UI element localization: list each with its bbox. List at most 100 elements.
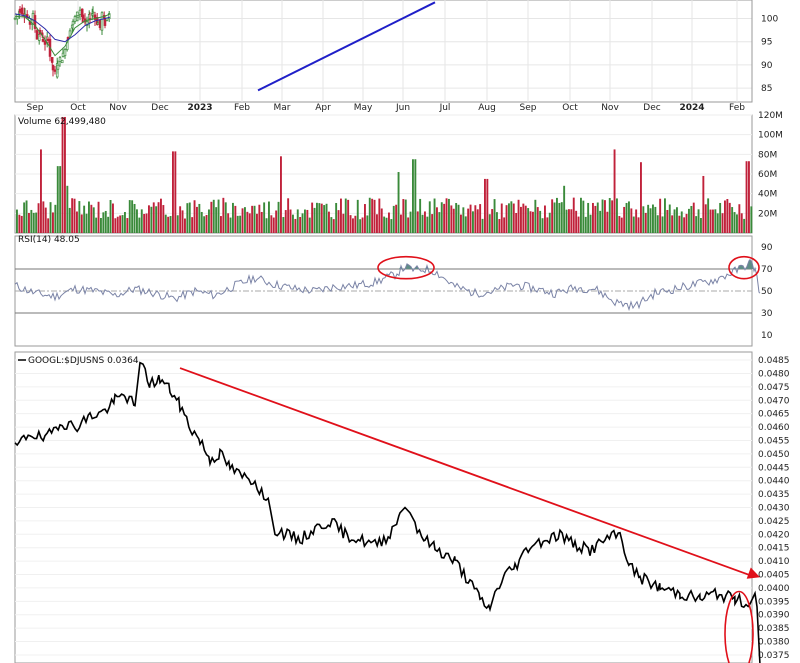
volume-bar (606, 211, 609, 233)
ma50-line (14, 13, 111, 43)
volume-bar (268, 201, 270, 233)
volume-bar (215, 207, 218, 233)
volume-bar (678, 215, 681, 233)
candle-body (13, 17, 17, 20)
y-tick-label: 0.0435 (758, 490, 790, 500)
volume-bar (472, 211, 474, 233)
candle-body (107, 13, 111, 20)
y-tick-label: 120M (758, 111, 783, 121)
candle-body (81, 14, 85, 19)
y-tick-label: 20M (758, 209, 777, 219)
volume-bar (191, 217, 194, 233)
volume-bar (692, 202, 695, 233)
volume-bar (287, 198, 290, 233)
volume-bar (193, 200, 196, 233)
candle-body (63, 49, 67, 57)
volume-bar (337, 210, 340, 233)
volume-bar (332, 219, 335, 233)
volume-bar (392, 205, 395, 233)
volume-bar (611, 200, 614, 233)
volume-bar (301, 213, 304, 233)
volume-bar (217, 199, 220, 233)
volume-bar (702, 175, 705, 233)
volume-bar (256, 213, 258, 233)
volume-bar (428, 201, 431, 233)
volume-bar (383, 216, 386, 233)
volume-bar (426, 216, 429, 233)
volume-bar (452, 208, 455, 233)
y-tick-label: 0.0425 (758, 517, 790, 527)
trendline (257, 1, 436, 92)
overbought-fill (739, 265, 741, 269)
volume-bar (160, 198, 162, 233)
volume-bar (438, 212, 441, 233)
volume-bar (608, 198, 611, 233)
volume-bar (260, 211, 263, 233)
volume-bar (184, 218, 186, 233)
volume-bar (349, 215, 352, 233)
volume-bar (440, 202, 443, 233)
volume-bar (712, 209, 714, 233)
panel-frame (14, 0, 753, 103)
volume-bar (80, 214, 83, 233)
volume-bar (484, 178, 486, 233)
volume-bar (505, 205, 508, 233)
y-tick-label: 70 (761, 265, 773, 275)
volume-bar (361, 217, 364, 233)
volume-bar (599, 210, 602, 233)
volume-bar (352, 218, 354, 233)
volume-bar (359, 219, 362, 233)
volume-bar (498, 219, 501, 233)
volume-bar (424, 211, 426, 233)
volume-bar (707, 198, 710, 233)
volume-bar (292, 214, 294, 233)
volume-bar (632, 216, 635, 233)
volume-bar (409, 211, 412, 233)
highlight-ellipse (724, 590, 754, 663)
y-tick-label: 0.0395 (758, 597, 790, 607)
volume-bar (155, 206, 158, 233)
y-tick-label: 0.0475 (758, 383, 790, 393)
volume-bar (640, 162, 642, 233)
volume-bar (366, 215, 369, 233)
volume-bar (726, 199, 729, 233)
volume-bar (342, 213, 345, 233)
volume-bar (596, 202, 599, 233)
volume-bar (721, 213, 724, 233)
price-panel: Sep Oct Nov Dec 2023 Feb Mar Apr May Jun Jul Aug Sep… (13, 0, 800, 113)
volume-bar (635, 209, 638, 233)
y-tick-label: 0.0465 (758, 410, 790, 420)
volume-bar (544, 205, 546, 233)
volume-bar (205, 214, 208, 233)
y-tick-label: 0.0430 (758, 504, 790, 514)
overbought-fill (749, 259, 750, 269)
volume-bar (306, 209, 309, 233)
volume-bar (92, 207, 95, 233)
volume-bar (253, 205, 256, 233)
volume-bar (220, 216, 222, 233)
volume-bar (241, 208, 244, 233)
volume-bar (172, 151, 174, 233)
volume-bar (457, 204, 460, 233)
volume-bar (203, 216, 206, 233)
volume-bar (577, 216, 580, 233)
volume-bar (666, 209, 669, 233)
volume-bar (109, 199, 112, 233)
volume-bar (299, 216, 302, 233)
volume-bar (534, 199, 537, 233)
highlight-ellipse (728, 255, 760, 280)
volume-bar (152, 202, 155, 233)
volume-bar (500, 203, 503, 233)
arrow-head (746, 567, 760, 579)
x-tick-label: Feb (234, 103, 250, 113)
volume-bar (680, 211, 683, 233)
volume-bar (654, 206, 657, 233)
volume-bar (376, 214, 378, 233)
x-tick-label: Dec (643, 103, 660, 113)
volume-bar (659, 198, 662, 233)
y-tick-label: 10 (761, 331, 773, 341)
volume-bar (248, 213, 251, 233)
volume-bar (196, 206, 198, 233)
candle-body (60, 59, 64, 64)
volume-bar (107, 216, 110, 233)
